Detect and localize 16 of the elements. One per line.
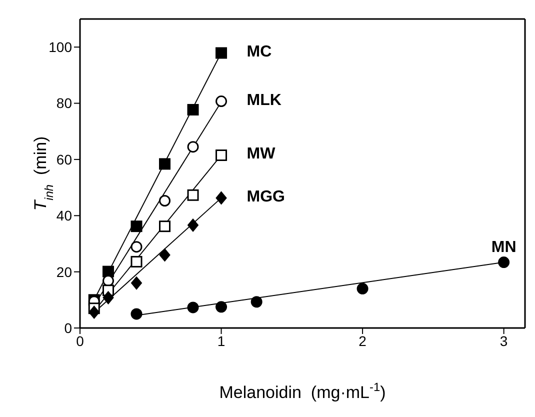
y-tick-label: 20 bbox=[56, 264, 72, 280]
x-tick-label: 1 bbox=[217, 332, 226, 349]
y-tick-label: 80 bbox=[56, 95, 72, 112]
series-label: MGG bbox=[246, 188, 285, 206]
series-label: MC bbox=[246, 43, 272, 60]
y-tick-label: 100 bbox=[48, 39, 72, 56]
series-label: MW bbox=[246, 146, 276, 163]
x-axis-title: Melanoidin (mg·mL$^{-1}$) bbox=[219, 380, 386, 402]
y-tick-label: 0 bbox=[64, 320, 72, 336]
x-tick-label: 3 bbox=[500, 332, 508, 349]
y-tick-label: 40 bbox=[56, 208, 72, 224]
x-tick-label: 2 bbox=[358, 332, 367, 349]
series-label: MN bbox=[491, 238, 516, 256]
x-tick-label: 0 bbox=[76, 332, 84, 349]
series-label: MLK bbox=[246, 92, 282, 109]
y-tick-label: 60 bbox=[56, 151, 72, 168]
